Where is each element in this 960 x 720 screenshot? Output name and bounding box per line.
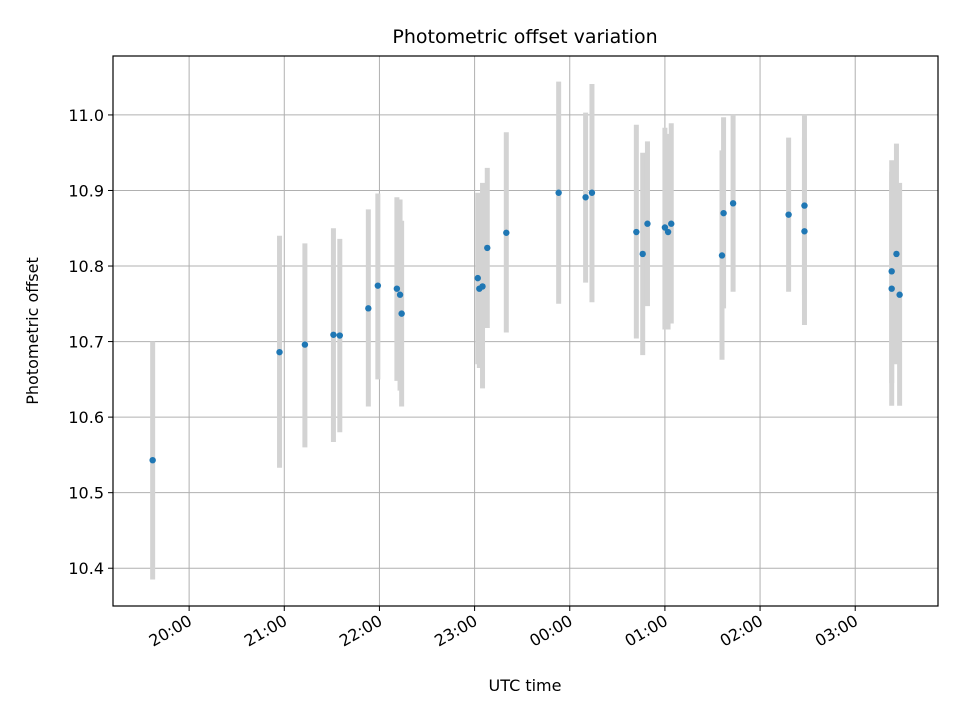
data-point	[479, 283, 486, 290]
y-tick-label: 10.9	[68, 181, 104, 200]
y-tick-label: 11.0	[68, 106, 104, 125]
y-tick-label: 10.8	[68, 257, 104, 276]
data-point	[393, 285, 401, 292]
data-points	[149, 189, 903, 464]
data-point	[503, 229, 510, 236]
data-point	[474, 274, 481, 282]
data-point	[668, 220, 675, 227]
plot-frame	[112, 55, 939, 607]
data-point	[396, 291, 404, 298]
data-point	[633, 228, 640, 236]
data-point	[801, 202, 808, 209]
data-point	[639, 250, 646, 258]
data-point	[276, 348, 283, 356]
y-tick-label: 10.4	[68, 559, 104, 578]
x-axis-label: UTC time	[489, 676, 562, 695]
y-tick-label: 10.7	[68, 333, 104, 352]
data-point	[582, 194, 589, 201]
data-point	[893, 250, 900, 258]
data-point	[398, 310, 405, 317]
data-point	[720, 209, 727, 217]
data-point	[301, 341, 309, 348]
data-point	[365, 305, 372, 312]
y-axis-label: Photometric offset	[23, 257, 42, 405]
grid-lines	[113, 56, 938, 606]
data-point	[336, 332, 343, 339]
data-point	[330, 331, 337, 338]
data-point	[888, 285, 895, 292]
data-point	[588, 189, 596, 196]
data-point	[149, 456, 156, 464]
data-point	[785, 211, 792, 218]
data-point	[374, 282, 382, 289]
y-tick-label: 10.5	[68, 484, 104, 503]
data-point	[664, 228, 672, 236]
data-point	[484, 244, 491, 252]
data-point	[718, 252, 726, 259]
data-point	[888, 268, 895, 275]
y-axis-ticks: 10.4 10.5 10.6 10.7 10.8 10.9 11.0	[68, 106, 113, 578]
data-point	[896, 291, 903, 298]
data-point	[661, 224, 669, 231]
data-point	[729, 200, 737, 207]
y-tick-label: 10.6	[68, 408, 104, 427]
data-point	[555, 189, 562, 196]
data-point	[801, 228, 808, 235]
chart-title: Photometric offset variation	[392, 26, 657, 48]
data-point	[644, 220, 651, 227]
